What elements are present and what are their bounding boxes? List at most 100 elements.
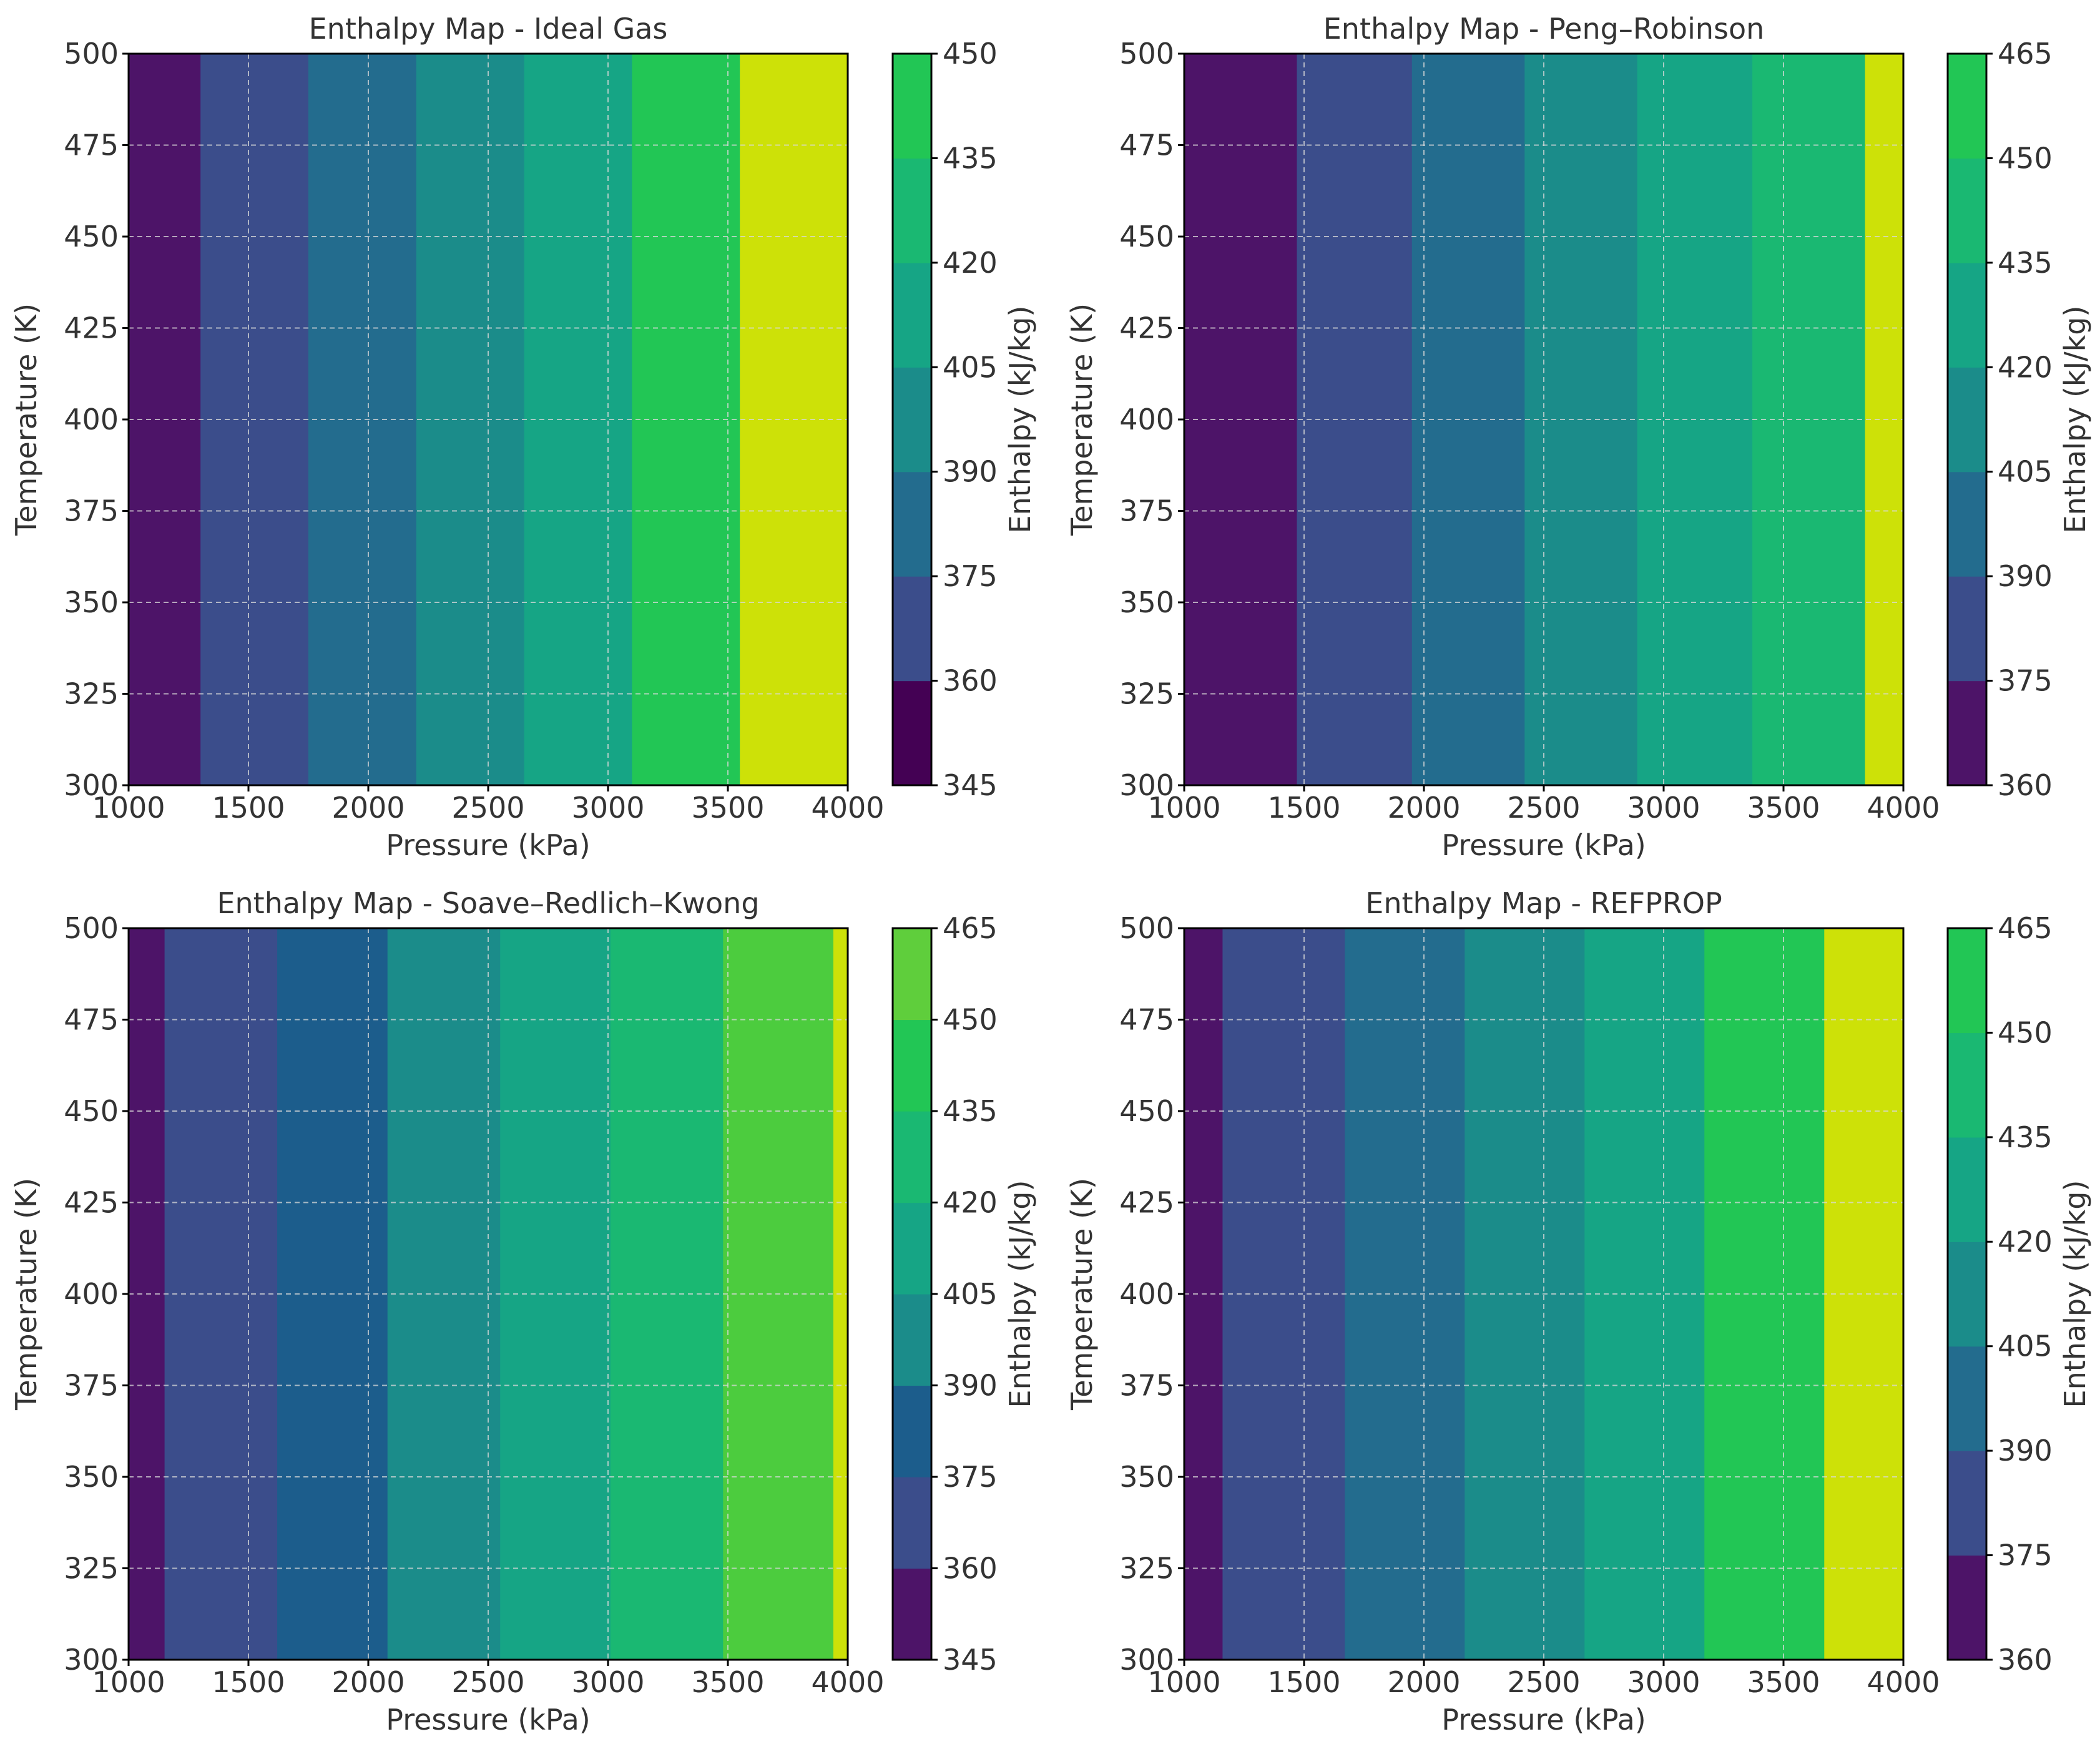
colorbar-segment (893, 1477, 931, 1569)
y-tick-label: 425 (1119, 311, 1174, 345)
colorbar-segment (893, 1385, 931, 1477)
y-tick-label: 350 (1119, 585, 1174, 619)
x-tick-label: 2000 (331, 1665, 405, 1699)
y-tick-label: 475 (64, 1003, 119, 1037)
colorbar-tick-label: 390 (943, 455, 998, 489)
colorbar-tick-label: 360 (1998, 1643, 2053, 1677)
x-axis-label: Pressure (kPa) (386, 1703, 590, 1737)
y-tick-label: 300 (64, 768, 119, 802)
y-tick-label: 500 (64, 911, 119, 945)
band-6 (1824, 928, 1904, 1660)
chart-title: Enthalpy Map - Soave–Redlich–Kwong (217, 886, 759, 920)
colorbar-tick-label: 435 (943, 141, 998, 175)
x-tick-label: 3000 (1627, 791, 1700, 825)
colorbar-segment (893, 680, 931, 786)
x-tick-label: 3000 (571, 791, 644, 825)
colorbar-tick-label: 390 (943, 1369, 998, 1403)
colorbar-segment (1948, 576, 1986, 682)
colorbar-tick-label: 405 (943, 1277, 998, 1311)
y-tick-label: 425 (1119, 1186, 1174, 1220)
panel-refprop: 1000 1500 2000 2500 3000 3500 4000 300 325 350 375… (1065, 886, 2092, 1737)
colorbar-tick-label: 435 (1998, 246, 2053, 280)
colorbar-segment (1948, 471, 1986, 577)
colorbar-segment (893, 54, 931, 159)
colorbar-segment (893, 367, 931, 473)
x-tick-label: 1000 (92, 791, 165, 825)
colorbar-tick-label: 465 (1998, 911, 2053, 945)
colorbar-tick-label: 360 (943, 664, 998, 698)
chart-title: Enthalpy Map - REFPROP (1365, 886, 1722, 920)
y-tick-label: 375 (1119, 494, 1174, 528)
y-axis-label: Temperature (K) (9, 1178, 43, 1411)
colorbar-segment (893, 1202, 931, 1295)
y-tick-label: 350 (1119, 1460, 1174, 1494)
y-tick-label: 325 (1119, 1552, 1174, 1585)
x-tick-label: 3500 (691, 1665, 764, 1699)
colorbar-segment (893, 1111, 931, 1203)
y-tick-label: 425 (64, 1186, 119, 1220)
y-tick-label: 350 (64, 585, 119, 619)
chart-title: Enthalpy Map - Peng–Robinson (1323, 12, 1765, 46)
colorbar-label: Enthalpy (kJ/kg) (1003, 1180, 1037, 1408)
y-tick-label: 500 (1119, 37, 1174, 71)
colorbar-tick-label: 390 (1998, 559, 2053, 593)
colorbar-tick-label: 405 (943, 350, 998, 384)
colorbar-segment (1948, 1137, 1986, 1242)
colorbar-tick-label: 435 (943, 1094, 998, 1128)
colorbar-tick-label: 390 (1998, 1434, 2053, 1467)
y-tick-label: 500 (1119, 911, 1174, 945)
colorbar-segment (893, 928, 931, 1021)
colorbar-segment (1948, 1555, 1986, 1660)
x-tick-label: 3500 (1747, 791, 1820, 825)
colorbar-tick-label: 435 (1998, 1120, 2053, 1154)
y-tick-label: 450 (64, 220, 119, 253)
x-tick-label: 1500 (212, 1665, 285, 1699)
colorbar-segment (893, 158, 931, 263)
colorbar-tick-label: 420 (1998, 350, 2053, 384)
colorbar-segment (1948, 1346, 1986, 1451)
colorbar-tick-label: 450 (1998, 1016, 2053, 1049)
y-tick-label: 300 (1119, 768, 1174, 802)
colorbar-segment (893, 1019, 931, 1112)
x-axis-label: Pressure (kPa) (1441, 1703, 1646, 1737)
colorbar-label: Enthalpy (kJ/kg) (1003, 306, 1037, 534)
colorbar-tick-label: 405 (1998, 455, 2053, 489)
y-tick-label: 300 (1119, 1643, 1174, 1677)
x-tick-label: 2500 (1507, 1665, 1580, 1699)
colorbar-segment (893, 471, 931, 577)
colorbar-tick-label: 375 (1998, 1539, 2053, 1572)
panel-peng-robinson: 1000 1500 2000 2500 3000 3500 4000 300 325 350 375… (1065, 12, 2092, 862)
x-tick-label: 2500 (451, 791, 524, 825)
x-tick-label: 1000 (92, 1665, 165, 1699)
y-tick-label: 400 (1119, 1277, 1174, 1311)
panel-ideal-gas: 1000 1500 2000 2500 3000 3500 4000 300 325 350 375… (9, 12, 1037, 862)
colorbar-segment (893, 576, 931, 682)
colorbar-segment (893, 1568, 931, 1660)
colorbar-segment (1948, 262, 1986, 368)
colorbar-frame (891, 52, 933, 786)
colorbar-tick-label: 420 (1998, 1225, 2053, 1258)
colorbar-segment (1948, 367, 1986, 473)
x-axis-label: Pressure (kPa) (386, 828, 590, 862)
colorbar-segment (893, 262, 931, 368)
x-tick-label: 2500 (451, 1665, 524, 1699)
colorbar-segment (1948, 1242, 1986, 1347)
y-tick-label: 450 (1119, 1094, 1174, 1128)
colorbar-tick-label: 375 (943, 1460, 998, 1494)
x-tick-label: 2500 (1507, 791, 1580, 825)
x-tick-label: 4000 (811, 1665, 884, 1699)
colorbar-label: Enthalpy (kJ/kg) (2058, 1180, 2092, 1408)
colorbar-tick-label: 420 (943, 1186, 998, 1220)
y-tick-label: 400 (64, 403, 119, 436)
x-tick-label: 2000 (1387, 1665, 1460, 1699)
colorbar-segment (893, 1294, 931, 1386)
colorbar-tick-label: 345 (943, 1643, 998, 1677)
colorbar-frame (1946, 927, 1988, 1661)
panel-soave-redlich-kwong: 1000 1500 2000 2500 3000 3500 4000 300 325 350 375… (9, 886, 1037, 1737)
x-axis-label: Pressure (kPa) (1441, 828, 1646, 862)
colorbar-segment (1948, 1451, 1986, 1556)
colorbar-segment (1948, 1032, 1986, 1138)
x-tick-label: 3500 (1747, 1665, 1820, 1699)
colorbar-frame (1946, 52, 1988, 786)
